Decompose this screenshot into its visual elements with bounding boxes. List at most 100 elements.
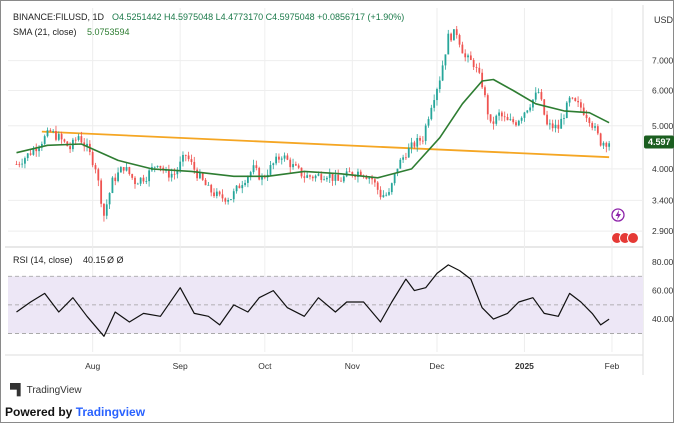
candle	[241, 180, 244, 194]
candle	[252, 159, 255, 175]
candle	[484, 85, 486, 98]
candle	[103, 203, 105, 222]
rsi-tick-label: 40.00	[652, 314, 674, 324]
candle	[136, 182, 139, 185]
rsi-legend: RSI (14, close)	[13, 255, 73, 265]
flag-event-icon-3[interactable]	[627, 232, 639, 244]
candle	[131, 173, 134, 180]
candle	[405, 152, 407, 160]
candle	[60, 131, 63, 144]
candle	[594, 122, 596, 131]
candle	[55, 125, 57, 142]
candle	[151, 163, 153, 172]
candle	[551, 119, 554, 132]
candle	[605, 141, 608, 153]
candle	[77, 133, 80, 142]
candle	[142, 174, 145, 184]
candle	[213, 188, 215, 198]
candle	[529, 104, 532, 113]
candle	[444, 54, 447, 70]
candle	[29, 149, 32, 156]
candle	[517, 119, 520, 127]
candle	[134, 176, 136, 189]
candle	[122, 166, 125, 174]
rsi-legend-extra: Ø Ø	[107, 255, 124, 265]
last-price-label: 4.597	[648, 137, 671, 147]
candle	[18, 161, 21, 168]
candle	[373, 177, 376, 187]
candle	[509, 113, 512, 121]
brand-link[interactable]: Tradingview	[75, 405, 146, 419]
candle	[557, 119, 560, 133]
candle	[255, 160, 258, 171]
candle	[419, 135, 421, 146]
candle	[602, 141, 605, 150]
candle	[199, 169, 201, 180]
candle	[379, 186, 382, 200]
tv-mark-icon: ▀▌	[10, 384, 25, 396]
candle	[498, 109, 500, 121]
candle	[554, 119, 557, 133]
candle	[148, 168, 151, 187]
candle	[416, 134, 419, 152]
candle	[244, 179, 246, 187]
candle	[145, 176, 148, 185]
candle	[201, 172, 204, 182]
candle	[309, 174, 311, 180]
candle	[289, 157, 292, 173]
candle	[94, 162, 97, 174]
candle	[297, 163, 300, 170]
candle	[543, 98, 546, 116]
candle	[348, 167, 351, 173]
candle	[503, 111, 506, 122]
candle	[407, 143, 410, 158]
trendline	[41, 130, 610, 159]
candle	[235, 185, 238, 194]
powered-by-text: Powered by	[5, 405, 73, 419]
candle	[35, 143, 38, 157]
ohlc-line: O4.5251442 H4.5975048 L4.4773170 C4.5975…	[112, 12, 404, 22]
candle	[421, 136, 424, 145]
tradingview-logo-text: TradingView	[26, 384, 82, 396]
candle	[447, 29, 450, 55]
time-tick-label: Nov	[345, 361, 361, 371]
candle	[340, 177, 342, 182]
candle	[280, 156, 283, 165]
candle	[382, 190, 385, 198]
candle	[167, 164, 170, 182]
time-tick-label: Dec	[429, 361, 445, 371]
candle	[258, 166, 261, 181]
time-tick-label: Feb	[605, 361, 620, 371]
candle	[128, 166, 131, 176]
sma-legend: SMA (21, close)	[13, 27, 77, 37]
candle	[63, 138, 66, 143]
rsi-legend-value: 40.15	[83, 255, 106, 265]
time-tick-label: Aug	[85, 361, 100, 371]
symbol-line: BINANCE:FILUSD, 1D	[13, 12, 105, 22]
candle	[21, 158, 24, 168]
rsi-band	[8, 275, 643, 334]
candle	[413, 140, 416, 149]
candle	[537, 88, 540, 94]
candle	[390, 182, 393, 195]
candle	[441, 60, 444, 82]
rsi-group	[16, 264, 610, 337]
candle	[393, 173, 396, 186]
candle	[580, 99, 582, 112]
rsi-line	[16, 264, 610, 337]
candle	[526, 110, 529, 114]
candle	[481, 68, 484, 90]
candle	[436, 87, 438, 106]
candle	[15, 160, 18, 165]
candle	[475, 63, 478, 73]
candle	[520, 116, 523, 124]
price-tick-label: 5.000	[652, 121, 674, 131]
candle	[540, 89, 543, 101]
candle	[91, 150, 94, 168]
candle	[105, 199, 108, 220]
candle	[187, 151, 190, 162]
candle	[450, 32, 452, 43]
candle	[455, 25, 458, 39]
candle	[568, 96, 571, 107]
candle	[218, 190, 221, 197]
